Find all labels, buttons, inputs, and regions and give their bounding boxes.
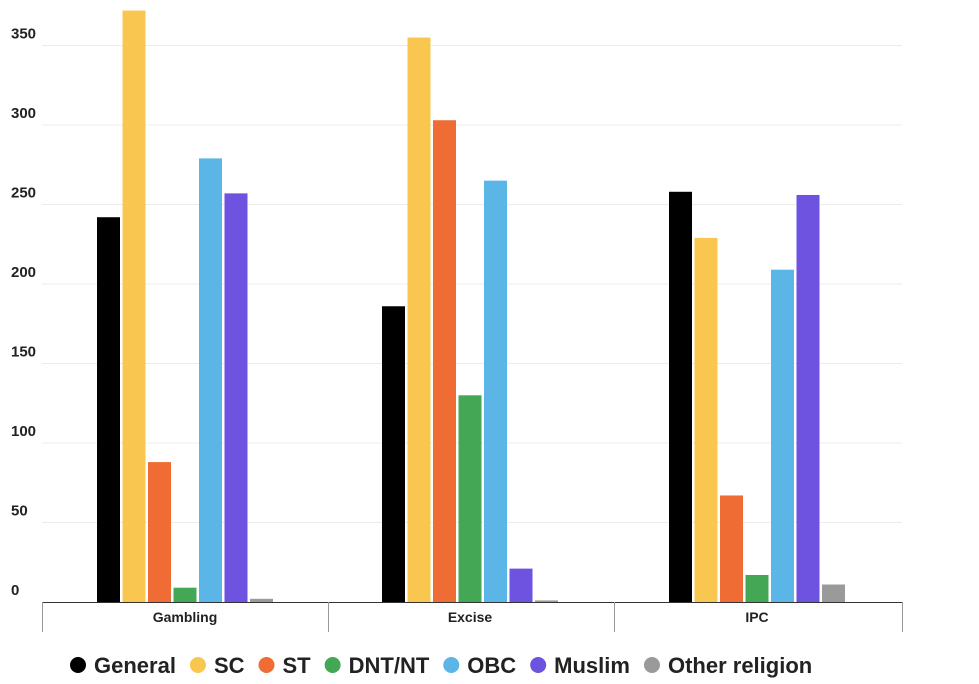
bar-ipc-st [720, 495, 743, 602]
bar-excise-obc [484, 180, 507, 602]
legend-label-general: General [94, 653, 176, 678]
y-tick-label-0: 0 [11, 582, 19, 599]
y-tick-label-300: 300 [11, 105, 36, 122]
bar-ipc-obc [771, 269, 794, 602]
bar-excise-sc [407, 37, 431, 603]
bar-excise-dnt-nt [458, 395, 482, 602]
bar-gambling-other-religion [250, 598, 273, 602]
bar-gambling-st [148, 462, 171, 602]
legend-label-st: ST [283, 653, 312, 678]
gridlines [42, 45, 902, 523]
x-tick-label-ipc: IPC [745, 609, 768, 625]
y-axis-ticks: 0 50 100 150 200 250 300 350 [11, 26, 36, 600]
bar-gambling-sc [122, 10, 146, 602]
bars [97, 10, 845, 603]
bar-excise-general [382, 306, 405, 602]
y-tick-label-350: 350 [11, 26, 36, 43]
bar-gambling-dnt-nt [173, 587, 197, 602]
legend-marker-muslim [530, 657, 547, 673]
x-tick-label-excise: Excise [448, 609, 493, 625]
bar-ipc-general [669, 191, 692, 602]
bar-gambling-obc [199, 158, 222, 602]
y-tick-label-150: 150 [11, 344, 36, 361]
y-tick-label-50: 50 [11, 503, 28, 520]
legend-marker-general [70, 657, 86, 673]
bar-excise-muslim [509, 568, 533, 602]
legend-label-obc: OBC [467, 653, 516, 678]
y-tick-label-200: 200 [11, 264, 36, 281]
bar-gambling-general [97, 217, 120, 602]
legend-marker-obc [443, 657, 460, 673]
legend-marker-st [258, 657, 275, 673]
legend-marker-other-religion [643, 657, 660, 673]
y-tick-label-250: 250 [11, 185, 36, 202]
bar-excise-st [433, 120, 456, 602]
legend-label-other-religion: Other religion [668, 653, 812, 678]
legend-marker-sc [189, 657, 206, 673]
category-labels: Gambling Excise IPC [153, 609, 769, 625]
x-axis [42, 602, 903, 632]
legend-label-dnt-nt: DNT/NT [349, 653, 430, 678]
bar-ipc-muslim [796, 194, 820, 602]
bar-ipc-dnt-nt [745, 574, 769, 602]
bar-ipc-sc [694, 237, 718, 602]
bar-excise-other-religion [535, 600, 558, 602]
legend-marker-dnt-nt [324, 657, 341, 673]
y-tick-label-100: 100 [11, 423, 36, 440]
legend-label-sc: SC [214, 653, 245, 678]
legend-label-muslim: Muslim [554, 653, 630, 678]
bar-ipc-other-religion [822, 584, 845, 602]
bar-gambling-muslim [224, 193, 248, 602]
x-tick-label-gambling: Gambling [153, 609, 218, 625]
legend: General SC ST DNT/NT OBC Muslim Other religion [70, 653, 812, 678]
